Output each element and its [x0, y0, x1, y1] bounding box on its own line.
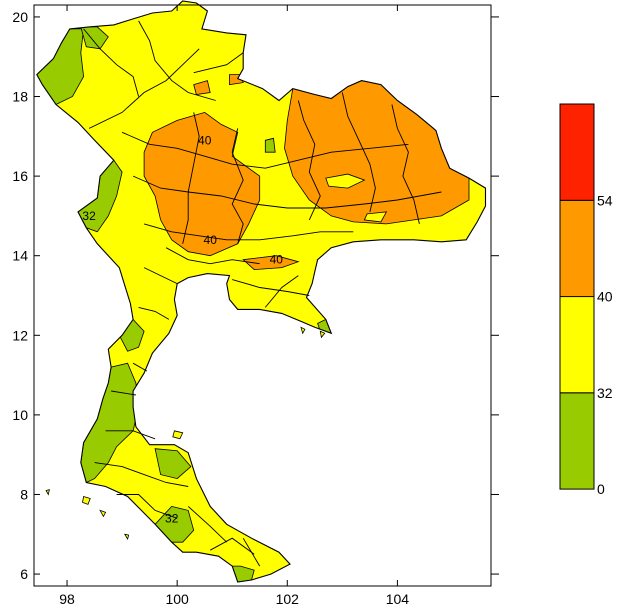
y-tick-label: 10: [12, 407, 28, 423]
province-boundary: [165, 247, 260, 265]
legend-swatch: [559, 199, 595, 298]
province-boundary: [132, 175, 442, 209]
zone-40-54: [143, 111, 261, 257]
province-boundary: [143, 223, 354, 241]
axis-tick-labels: 98 100 102 104 6 8 10 12 14 16 18 20: [12, 9, 409, 607]
map-frame: [33, 4, 492, 587]
province-boundary: [391, 104, 420, 225]
x-tick-label: 100: [165, 591, 189, 607]
y-tick-label: 14: [12, 248, 28, 264]
island: [319, 330, 326, 339]
contour-label: 40: [198, 133, 212, 147]
legend-label: 32: [597, 385, 613, 401]
zones-40-54: [143, 74, 470, 271]
province-boundary: [132, 362, 148, 372]
island: [300, 326, 306, 335]
zone-below-32: [264, 137, 276, 153]
y-tick-label: 18: [12, 89, 28, 105]
contour-label: 32: [82, 209, 96, 223]
y-tick-label: 12: [12, 327, 28, 343]
color-legend: 0 32 40 54: [559, 103, 613, 497]
province-boundary: [209, 537, 255, 555]
island: [172, 430, 184, 440]
contour-label: 40: [270, 253, 284, 267]
x-tick-label: 104: [386, 591, 410, 607]
province-boundary: [143, 267, 178, 285]
province-boundary: [111, 390, 136, 396]
legend-swatch: [559, 392, 595, 490]
province-boundary: [242, 537, 261, 567]
province-boundary: [341, 92, 376, 213]
y-tick-label: 16: [12, 168, 28, 184]
legend-label: 40: [597, 289, 613, 305]
islands: [45, 326, 326, 541]
zone-layer: [36, 26, 470, 582]
legend-label: 0: [597, 481, 605, 497]
island: [99, 509, 107, 518]
province-boundary: [187, 506, 228, 543]
province-boundaries: [83, 20, 442, 567]
x-tick-label: 98: [59, 591, 75, 607]
coastline: [36, 0, 487, 583]
province-boundary: [297, 100, 321, 221]
y-tick-label: 20: [12, 9, 28, 25]
zone-below-32: [154, 448, 192, 480]
province-boundary: [83, 28, 140, 97]
province-boundary: [105, 430, 156, 440]
province-boundary: [116, 494, 178, 519]
axis-ticks: [34, 5, 499, 586]
contour-labels: 40 40 40 32 32: [82, 133, 283, 525]
island: [45, 489, 50, 496]
y-tick-label: 6: [20, 566, 28, 582]
province-boundary: [88, 48, 200, 129]
province-boundary: [121, 131, 409, 169]
zone-32-40: [325, 173, 366, 189]
zone-32-40: [363, 211, 388, 223]
island: [123, 533, 130, 541]
province-boundary: [94, 462, 189, 487]
legend-swatch: [559, 296, 595, 394]
contour-label: 40: [204, 233, 218, 247]
province-boundary: [138, 306, 170, 320]
province-boundary: [138, 20, 216, 101]
legend-label: 54: [597, 192, 613, 208]
zone-40-54: [193, 80, 211, 95]
legend-swatch: [559, 103, 595, 201]
x-tick-label: 102: [276, 591, 300, 607]
province-boundary: [231, 128, 244, 244]
island: [82, 495, 91, 505]
province-boundary: [193, 52, 244, 74]
province-boundary: [182, 112, 200, 244]
province-boundary: [264, 275, 299, 308]
zone-40-54: [242, 255, 300, 271]
zones-below-32: [36, 26, 332, 582]
y-tick-label: 8: [20, 486, 28, 502]
contour-label: 32: [165, 511, 179, 525]
province-boundary: [232, 279, 310, 296]
